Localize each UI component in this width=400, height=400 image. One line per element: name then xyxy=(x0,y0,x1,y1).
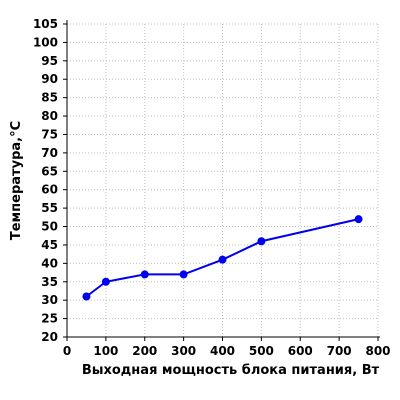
y-tick-label: 45 xyxy=(41,238,58,252)
data-point xyxy=(218,255,227,264)
y-tick-label: 85 xyxy=(41,91,58,105)
y-axis-ticks: 20 25 30 35 40 45 50 55 60 65 70 75 80 85 90 95 100 105 xyxy=(33,17,67,344)
x-axis-title: Выходная мощность блока питания, Вт xyxy=(82,363,380,378)
x-tick-label: 300 xyxy=(171,344,196,358)
grid xyxy=(67,23,379,337)
y-tick-label: 25 xyxy=(41,312,58,326)
y-tick-label: 60 xyxy=(41,183,58,197)
y-tick-label: 70 xyxy=(41,146,58,160)
data-point xyxy=(354,215,363,224)
y-tick-label: 50 xyxy=(41,220,58,234)
x-tick-label: 600 xyxy=(288,344,313,358)
data-point xyxy=(140,270,149,279)
y-tick-label: 105 xyxy=(33,17,58,31)
y-tick-label: 75 xyxy=(41,127,58,141)
y-tick-label: 80 xyxy=(41,109,58,123)
x-tick-label: 500 xyxy=(249,344,274,358)
x-tick-label: 200 xyxy=(132,344,157,358)
data-point xyxy=(101,277,110,286)
x-tick-label: 100 xyxy=(93,344,118,358)
y-tick-label: 30 xyxy=(41,293,58,307)
data-point xyxy=(82,292,91,301)
series-layer xyxy=(82,215,363,301)
y-tick-label: 35 xyxy=(41,275,58,289)
y-tick-label: 100 xyxy=(33,35,58,49)
y-tick-label: 40 xyxy=(41,256,58,270)
y-tick-label: 65 xyxy=(41,164,58,178)
y-tick-label: 95 xyxy=(41,54,58,68)
y-axis-title: Температура,°С xyxy=(9,121,24,240)
x-tick-label: 700 xyxy=(327,344,352,358)
x-tick-label: 0 xyxy=(63,344,71,358)
axes xyxy=(66,20,380,338)
y-tick-label: 55 xyxy=(41,201,58,215)
data-point xyxy=(179,270,188,279)
y-tick-label: 90 xyxy=(41,72,58,86)
y-tick-label: 20 xyxy=(41,330,58,344)
x-tick-label: 800 xyxy=(365,344,390,358)
x-axis-ticks: 0 100 200 300 400 500 600 700 800 xyxy=(63,337,391,358)
data-point xyxy=(257,237,266,246)
x-tick-label: 400 xyxy=(210,344,235,358)
